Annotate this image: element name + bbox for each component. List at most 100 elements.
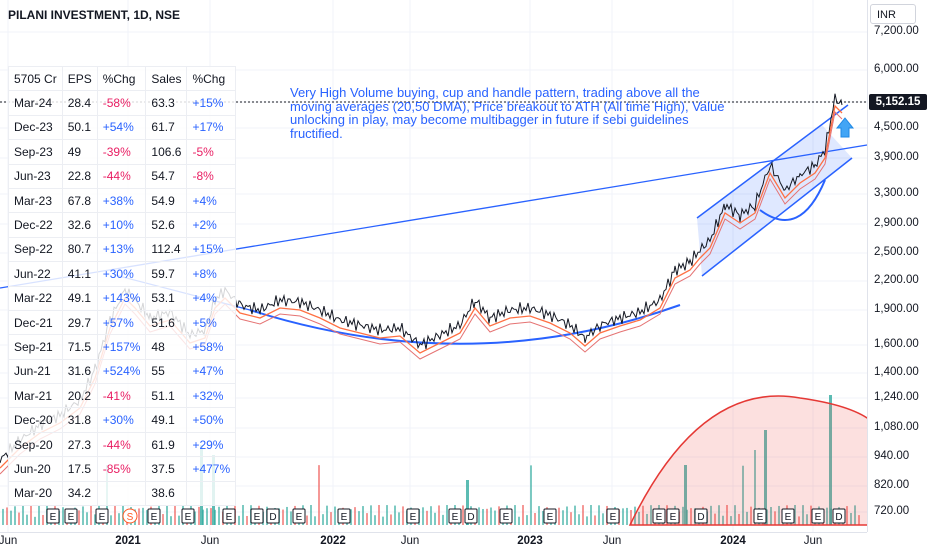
table-cell: +8% xyxy=(186,261,237,287)
table-cell: +30% xyxy=(96,261,147,287)
table-cell: +157% xyxy=(96,334,147,360)
price-axis[interactable]: 7,200.00 6,000.00 4,500.00 3,900.00 3,300.00… xyxy=(867,0,932,532)
time-tick: Jun xyxy=(602,535,622,547)
table-cell: Jun-23 xyxy=(8,163,63,189)
table-cell: 37.5 xyxy=(145,456,188,482)
earnings-marker[interactable]: E xyxy=(337,508,351,524)
table-cell: 49.1 xyxy=(145,407,188,433)
earnings-marker[interactable]: E xyxy=(147,508,161,524)
earnings-marker[interactable]: D xyxy=(464,508,478,524)
table-cell: +58% xyxy=(186,334,237,360)
earnings-marker[interactable]: E xyxy=(64,508,78,524)
earnings-marker[interactable]: D xyxy=(832,508,846,524)
table-row: Sep-20 27.3 -44% 61.9 +29% xyxy=(8,431,237,458)
financials-table: 5705 Cr EPS %Chg Sales %Chg Mar-24 28.4 -58% 63.… xyxy=(8,65,237,507)
table-row: Mar-21 20.2 -41% 51.1 +32% xyxy=(8,383,237,409)
price-tick: 2,900.00 xyxy=(874,217,919,229)
table-cell: 20.2 xyxy=(61,383,98,409)
table-cell: 55 xyxy=(145,358,188,385)
currency-selector[interactable]: INR xyxy=(870,4,916,24)
table-cell: Mar-22 xyxy=(8,285,63,311)
table-cell: 53.1 xyxy=(145,285,188,311)
earnings-marker[interactable]: E xyxy=(95,508,109,524)
table-cell: 52.6 xyxy=(145,212,188,238)
earnings-marker[interactable]: S xyxy=(122,508,138,524)
table-cell: 63.3 xyxy=(145,90,188,116)
earnings-marker[interactable]: D xyxy=(694,508,708,524)
earnings-marker[interactable]: E xyxy=(652,508,666,524)
earnings-marker-label: D xyxy=(835,512,842,523)
table-header-cell: %Chg xyxy=(186,65,237,92)
earnings-marker-label: S xyxy=(127,512,134,523)
table-cell: +47% xyxy=(186,358,237,385)
price-tick: 720.00 xyxy=(874,505,910,517)
table-cell: +13% xyxy=(96,236,147,263)
table-cell: 54.7 xyxy=(145,163,188,189)
table-header-cell: EPS xyxy=(61,65,98,92)
table-row: Jun-23 22.8 -44% 54.7 -8% xyxy=(8,163,237,189)
table-cell: Jun-20 xyxy=(8,456,63,482)
price-tick: 7,200.00 xyxy=(874,25,919,37)
earnings-marker[interactable]: E xyxy=(811,508,825,524)
price-tick: 1,400.00 xyxy=(874,366,919,378)
table-cell: Jun-22 xyxy=(8,261,63,287)
time-tick: Jun xyxy=(0,535,18,547)
table-cell: 106.6 xyxy=(145,139,188,165)
earnings-marker[interactable]: E xyxy=(222,508,236,524)
earnings-marker[interactable]: E xyxy=(406,508,420,524)
earnings-marker[interactable]: E xyxy=(181,508,195,524)
chart-annotation-text[interactable]: Very High Volume buying, cup and handle … xyxy=(290,85,725,141)
table-header-cell: Sales xyxy=(145,65,188,92)
table-cell: 34.2 xyxy=(61,480,98,507)
table-header-row: 5705 Cr EPS %Chg Sales %Chg xyxy=(8,65,237,92)
earnings-marker[interactable]: E xyxy=(499,508,513,524)
earnings-marker[interactable]: E xyxy=(543,508,557,524)
earnings-marker-label: E xyxy=(226,512,233,523)
time-tick: Jun xyxy=(803,535,823,547)
table-row: Sep-22 80.7 +13% 112.4 +15% xyxy=(8,236,237,263)
table-cell: 32.6 xyxy=(61,212,98,238)
earnings-marker-label: E xyxy=(68,512,75,523)
earnings-marker[interactable]: E xyxy=(448,508,462,524)
price-tick: 6,000.00 xyxy=(874,63,919,75)
earnings-marker-label: E xyxy=(99,512,106,523)
earnings-marker[interactable]: E xyxy=(666,508,680,524)
earnings-marker-label: D xyxy=(467,512,474,523)
price-tick: 2,200.00 xyxy=(874,274,919,286)
earnings-marker-label: D xyxy=(697,512,704,523)
time-tick: Jun xyxy=(400,535,420,547)
table-cell: -41% xyxy=(96,383,147,409)
table-cell: 59.7 xyxy=(145,261,188,287)
table-cell: 31.8 xyxy=(61,407,98,433)
table-header-cell: 5705 Cr xyxy=(8,65,63,92)
table-cell: Dec-23 xyxy=(8,114,63,141)
time-axis[interactable]: Jun 2021 Jun 2022 Jun 2023 Jun 2024 Jun xyxy=(0,532,867,551)
table-row: Dec-20 31.8 +30% 49.1 +50% xyxy=(8,407,237,433)
table-cell: +4% xyxy=(186,285,237,311)
table-cell: Dec-22 xyxy=(8,212,63,238)
table-cell: +2% xyxy=(186,212,237,238)
earnings-marker-label: E xyxy=(410,512,417,523)
earnings-marker[interactable]: E xyxy=(753,508,767,524)
price-tick: 940.00 xyxy=(874,450,910,462)
price-tick: 820.00 xyxy=(874,479,910,491)
earnings-marker[interactable]: E xyxy=(292,508,306,524)
table-cell: 27.3 xyxy=(61,431,98,458)
table-cell: Mar-20 xyxy=(8,480,63,507)
price-tick: 1,080.00 xyxy=(874,421,919,433)
table-cell: 49 xyxy=(61,139,98,165)
earnings-marker[interactable]: E xyxy=(46,508,60,524)
earnings-marker-label: E xyxy=(503,512,510,523)
symbol-title[interactable]: PILANI INVESTMENT, 1D, NSE xyxy=(8,8,181,22)
earnings-marker[interactable]: D xyxy=(266,508,280,524)
table-cell: 71.5 xyxy=(61,334,98,360)
price-tick: 1,600.00 xyxy=(874,338,919,350)
earnings-marker[interactable]: E xyxy=(250,508,264,524)
earnings-marker[interactable]: E xyxy=(781,508,795,524)
table-cell: -85% xyxy=(96,456,147,482)
table-row: Mar-24 28.4 -58% 63.3 +15% xyxy=(8,90,237,116)
table-cell: -39% xyxy=(96,139,147,165)
earnings-marker[interactable]: E xyxy=(606,508,620,524)
table-row: Mar-20 34.2 38.6 xyxy=(8,480,237,507)
table-cell: +10% xyxy=(96,212,147,238)
